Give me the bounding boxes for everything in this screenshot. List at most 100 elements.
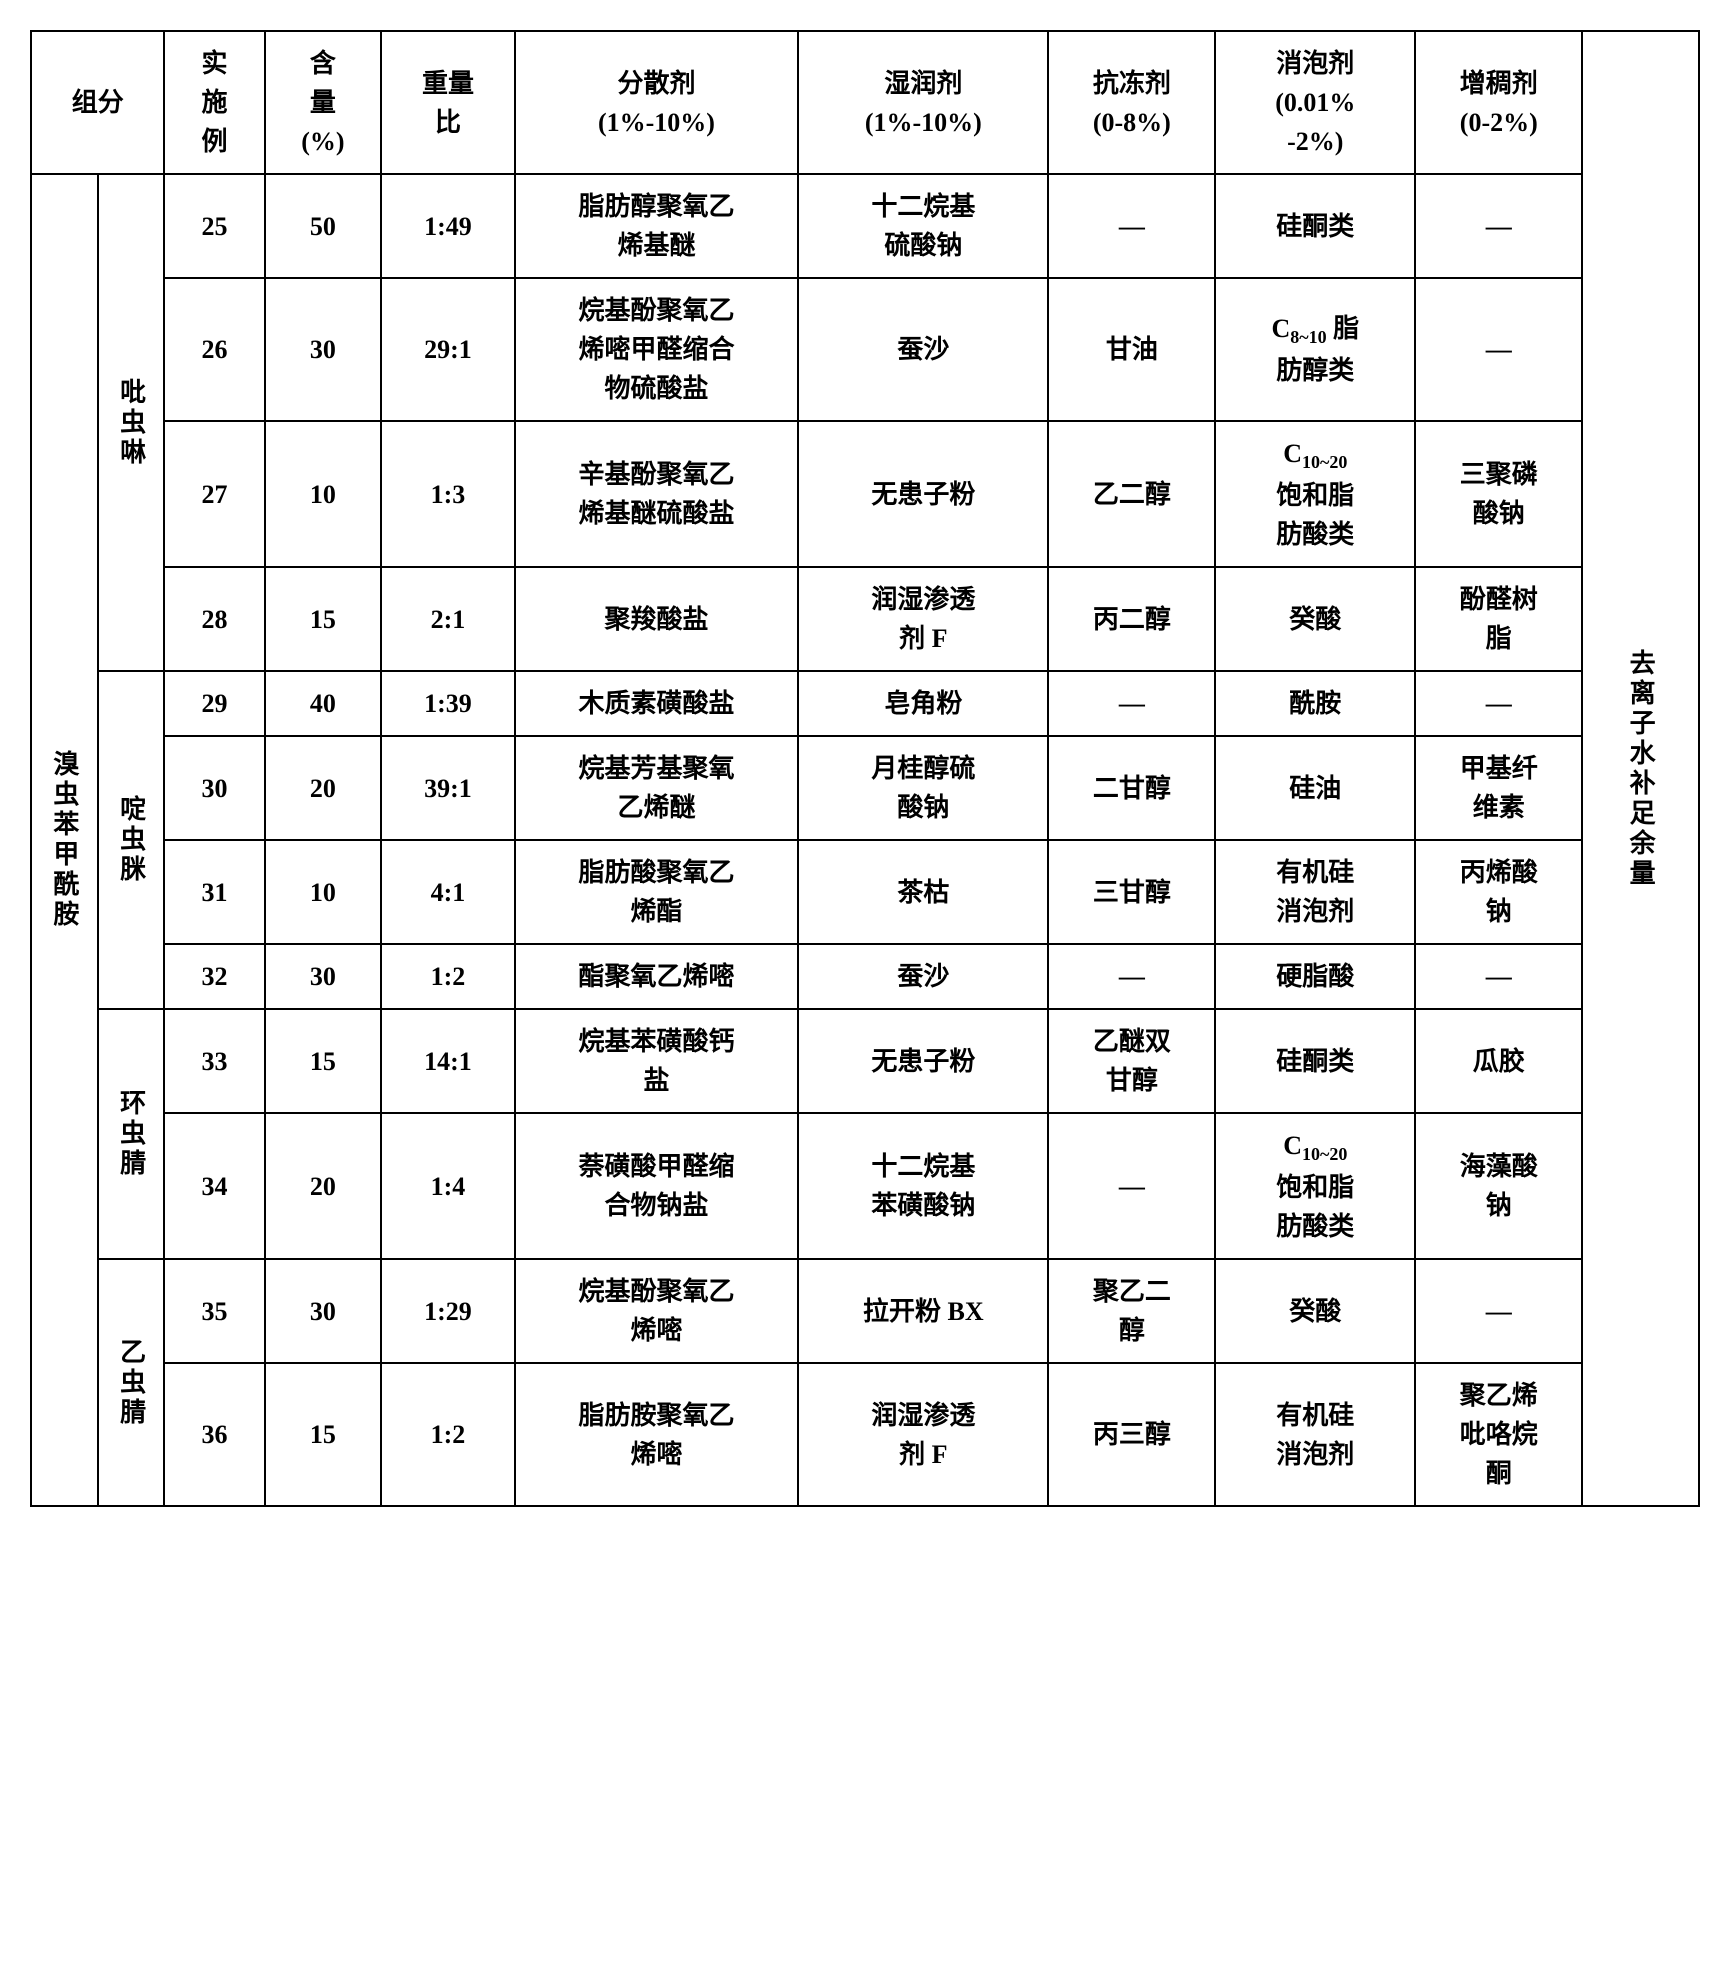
cell-dispersant: 烷基芳基聚氧乙烯醚 (515, 736, 799, 840)
cell-antifreeze: 丙二醇 (1048, 567, 1215, 671)
table-row: 啶虫脒29401:39木质素磺酸盐皂角粉—酰胺— (31, 671, 1699, 736)
hdr-thickener: 增稠剂(0-2%) (1415, 31, 1582, 174)
cell-content: 40 (265, 671, 382, 736)
cell-dispersant: 萘磺酸甲醛缩合物钠盐 (515, 1113, 799, 1259)
cell-thickener: — (1415, 671, 1582, 736)
cell-content: 30 (265, 944, 382, 1009)
subgroup-label: 环虫腈 (98, 1009, 165, 1259)
cell-thickener: — (1415, 278, 1582, 421)
cell-ratio: 39:1 (381, 736, 514, 840)
cell-defoamer: 硅油 (1215, 736, 1415, 840)
cell-example: 36 (164, 1363, 264, 1506)
cell-defoamer: 酰胺 (1215, 671, 1415, 736)
subgroup-label: 啶虫脒 (98, 671, 165, 1009)
cell-dispersant: 酯聚氧乙烯嘧 (515, 944, 799, 1009)
cell-example: 33 (164, 1009, 264, 1113)
cell-defoamer: 有机硅消泡剂 (1215, 840, 1415, 944)
cell-defoamer: 癸酸 (1215, 567, 1415, 671)
cell-antifreeze: — (1048, 174, 1215, 278)
cell-dispersant: 脂肪醇聚氧乙烯基醚 (515, 174, 799, 278)
cell-antifreeze: 甘油 (1048, 278, 1215, 421)
cell-content: 20 (265, 736, 382, 840)
cell-dispersant: 木质素磺酸盐 (515, 671, 799, 736)
cell-dispersant: 烷基苯磺酸钙盐 (515, 1009, 799, 1113)
cell-thickener: 三聚磷酸钠 (1415, 421, 1582, 567)
cell-antifreeze: 三甘醇 (1048, 840, 1215, 944)
cell-wetting: 十二烷基硫酸钠 (798, 174, 1048, 278)
cell-wetting: 蚕沙 (798, 278, 1048, 421)
cell-example: 34 (164, 1113, 264, 1259)
cell-ratio: 1:3 (381, 421, 514, 567)
cell-dispersant: 烷基酚聚氧乙烯嘧 (515, 1259, 799, 1363)
table-row: 36151:2脂肪胺聚氧乙烯嘧润湿渗透剂 F丙三醇有机硅消泡剂聚乙烯吡咯烷酮 (31, 1363, 1699, 1506)
table-row: 302039:1烷基芳基聚氧乙烯醚月桂醇硫酸钠二甘醇硅油甲基纤维素 (31, 736, 1699, 840)
cell-content: 10 (265, 840, 382, 944)
cell-defoamer: 有机硅消泡剂 (1215, 1363, 1415, 1506)
cell-wetting: 无患子粉 (798, 421, 1048, 567)
cell-content: 15 (265, 567, 382, 671)
cell-thickener: — (1415, 944, 1582, 1009)
cell-dispersant: 烷基酚聚氧乙烯嘧甲醛缩合物硫酸盐 (515, 278, 799, 421)
cell-example: 28 (164, 567, 264, 671)
cell-antifreeze: — (1048, 944, 1215, 1009)
cell-example: 27 (164, 421, 264, 567)
cell-wetting: 月桂醇硫酸钠 (798, 736, 1048, 840)
left-main-component: 溴虫苯甲酰胺 (31, 174, 98, 1506)
cell-defoamer: C8~10 脂肪醇类 (1215, 278, 1415, 421)
cell-dispersant: 辛基酚聚氧乙烯基醚硫酸盐 (515, 421, 799, 567)
cell-thickener: 甲基纤维素 (1415, 736, 1582, 840)
cell-antifreeze: — (1048, 671, 1215, 736)
table-row: 34201:4萘磺酸甲醛缩合物钠盐十二烷基苯磺酸钠—C10~20饱和脂肪酸类海藻… (31, 1113, 1699, 1259)
cell-dispersant: 聚羧酸盐 (515, 567, 799, 671)
cell-defoamer: 硅酮类 (1215, 1009, 1415, 1113)
hdr-ratio: 重量比 (381, 31, 514, 174)
cell-dispersant: 脂肪胺聚氧乙烯嘧 (515, 1363, 799, 1506)
cell-thickener: 酚醛树脂 (1415, 567, 1582, 671)
hdr-wetting: 湿润剂(1%-10%) (798, 31, 1048, 174)
cell-dispersant: 脂肪酸聚氧乙烯酯 (515, 840, 799, 944)
hdr-example: 实施例 (164, 31, 264, 174)
cell-content: 30 (265, 1259, 382, 1363)
cell-antifreeze: 二甘醇 (1048, 736, 1215, 840)
cell-example: 31 (164, 840, 264, 944)
cell-defoamer: 癸酸 (1215, 1259, 1415, 1363)
table-row: 环虫腈331514:1烷基苯磺酸钙盐无患子粉乙醚双甘醇硅酮类瓜胶 (31, 1009, 1699, 1113)
cell-thickener: — (1415, 1259, 1582, 1363)
cell-antifreeze: 乙醚双甘醇 (1048, 1009, 1215, 1113)
cell-wetting: 润湿渗透剂 F (798, 567, 1048, 671)
hdr-antifreeze: 抗冻剂(0-8%) (1048, 31, 1215, 174)
cell-antifreeze: 乙二醇 (1048, 421, 1215, 567)
cell-example: 25 (164, 174, 264, 278)
cell-defoamer: C10~20饱和脂肪酸类 (1215, 421, 1415, 567)
cell-ratio: 4:1 (381, 840, 514, 944)
cell-ratio: 1:49 (381, 174, 514, 278)
cell-ratio: 1:2 (381, 944, 514, 1009)
table-row: 27101:3辛基酚聚氧乙烯基醚硫酸盐无患子粉乙二醇C10~20饱和脂肪酸类三聚… (31, 421, 1699, 567)
cell-antifreeze: 聚乙二醇 (1048, 1259, 1215, 1363)
cell-thickener: 海藻酸钠 (1415, 1113, 1582, 1259)
cell-example: 32 (164, 944, 264, 1009)
formulation-table: 组分实施例含量(%)重量比分散剂(1%-10%)湿润剂(1%-10%)抗冻剂(0… (30, 30, 1700, 1507)
hdr-defoamer: 消泡剂(0.01%-2%) (1215, 31, 1415, 174)
cell-antifreeze: 丙三醇 (1048, 1363, 1215, 1506)
cell-ratio: 1:29 (381, 1259, 514, 1363)
cell-defoamer: C10~20饱和脂肪酸类 (1215, 1113, 1415, 1259)
cell-wetting: 茶枯 (798, 840, 1048, 944)
hdr-dispersant: 分散剂(1%-10%) (515, 31, 799, 174)
cell-thickener: 瓜胶 (1415, 1009, 1582, 1113)
cell-ratio: 1:2 (381, 1363, 514, 1506)
cell-content: 15 (265, 1363, 382, 1506)
subgroup-label: 吡虫啉 (98, 174, 165, 671)
header-row: 组分实施例含量(%)重量比分散剂(1%-10%)湿润剂(1%-10%)抗冻剂(0… (31, 31, 1699, 174)
cell-example: 30 (164, 736, 264, 840)
table-row: 31104:1脂肪酸聚氧乙烯酯茶枯三甘醇有机硅消泡剂丙烯酸钠 (31, 840, 1699, 944)
cell-wetting: 蚕沙 (798, 944, 1048, 1009)
table-row: 乙虫腈35301:29烷基酚聚氧乙烯嘧拉开粉 BX聚乙二醇癸酸— (31, 1259, 1699, 1363)
hdr-component: 组分 (31, 31, 164, 174)
cell-ratio: 1:39 (381, 671, 514, 736)
cell-content: 30 (265, 278, 382, 421)
table-row: 32301:2酯聚氧乙烯嘧蚕沙—硬脂酸— (31, 944, 1699, 1009)
table-row: 溴虫苯甲酰胺吡虫啉25501:49脂肪醇聚氧乙烯基醚十二烷基硫酸钠—硅酮类— (31, 174, 1699, 278)
cell-wetting: 十二烷基苯磺酸钠 (798, 1113, 1048, 1259)
cell-defoamer: 硅酮类 (1215, 174, 1415, 278)
